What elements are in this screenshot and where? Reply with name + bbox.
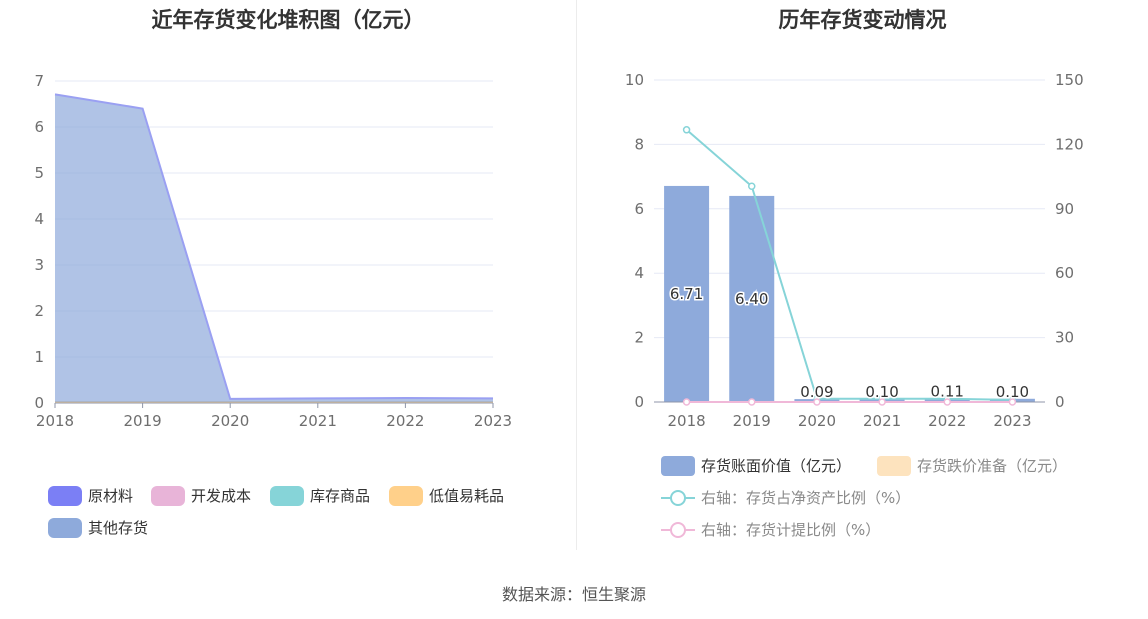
point-provision-ratio xyxy=(813,398,821,406)
bar-data-label: 6.40 xyxy=(735,290,768,308)
right-chart-title: 历年存货变动情况 xyxy=(778,8,947,32)
bar-2019 xyxy=(729,195,775,402)
y-tick-label: 2 xyxy=(634,329,644,347)
y2-tick-label: 120 xyxy=(1055,135,1084,153)
point-provision-ratio xyxy=(682,398,691,406)
y2-tick-label: 90 xyxy=(1055,200,1074,218)
legend-swatch xyxy=(48,486,82,506)
y2-tick-label: 60 xyxy=(1055,264,1074,282)
y-tick-label: 8 xyxy=(634,135,644,153)
y-tick-label: 10 xyxy=(625,71,644,89)
y-tick-label: 3 xyxy=(34,256,44,274)
legend-marker xyxy=(670,490,686,506)
legend-label: 低值易耗品 xyxy=(429,487,504,505)
bar-line-chart: 0 2 4 6 8 10 0 30 60 90 120 150 2018 2019 2020 2021 2022… xyxy=(625,71,1084,539)
y-tick-label: 2 xyxy=(34,302,44,320)
point-provision-ratio xyxy=(878,398,886,406)
x-tick-label: 2023 xyxy=(474,412,512,430)
y-tick-label: 5 xyxy=(34,164,44,182)
y-tick-label: 7 xyxy=(34,72,44,90)
data-source-note: 数据来源：恒生聚源 xyxy=(501,585,646,604)
bar-data-label: 0.10 xyxy=(865,383,898,401)
legend-label: 原材料 xyxy=(88,487,133,505)
stacked-area-chart-panel: 近年存货变化堆积图（亿元） 0 1 2 3 4 5 6 7 2018 2019 2020 2021 20… xyxy=(0,0,576,560)
y-tick-label: 6 xyxy=(34,118,44,136)
y-tick-label: 1 xyxy=(34,348,44,366)
y2-tick-label: 150 xyxy=(1055,71,1084,89)
legend-marker xyxy=(670,522,686,538)
y-tick-label: 0 xyxy=(34,394,44,412)
point-provision-ratio xyxy=(748,398,756,406)
point-provision-ratio xyxy=(1008,398,1017,406)
point-net-asset-ratio xyxy=(682,126,691,134)
legend-label: 存货跌价准备（亿元） xyxy=(917,457,1067,475)
bar-data-label: 0.11 xyxy=(931,382,964,400)
legend-swatch xyxy=(877,456,911,476)
x-tick-label: 2022 xyxy=(928,412,966,430)
bar-data-label: 6.71 xyxy=(670,285,703,303)
x-tick-label: 2020 xyxy=(798,412,836,430)
y-tick-label: 4 xyxy=(634,264,644,282)
series-line-其他存货 xyxy=(54,93,494,400)
line-net-asset-ratio xyxy=(685,129,1013,401)
bar-data-label: 0.10 xyxy=(996,383,1029,401)
legend-label: 右轴：存货占净资产比例（%） xyxy=(701,489,910,507)
stacked-area-chart: 0 1 2 3 4 5 6 7 2018 2019 2020 2021 2022 2023 原材料 开发成本 库… xyxy=(34,72,512,538)
inventory-change-chart-panel: 历年存货变动情况 0 2 4 6 8 10 0 30 60 90 120 150 2018 2019 202… xyxy=(577,0,1148,560)
legend-swatch xyxy=(661,456,695,476)
bar-2018 xyxy=(664,185,710,402)
y-tick-label: 0 xyxy=(634,393,644,411)
legend-label: 库存商品 xyxy=(310,487,370,505)
y2-tick-label: 0 xyxy=(1055,393,1065,411)
x-tick-label: 2020 xyxy=(211,412,249,430)
left-chart-title: 近年存货变化堆积图（亿元） xyxy=(151,8,425,32)
x-tick-label: 2023 xyxy=(993,412,1031,430)
x-tick-label: 2018 xyxy=(36,412,74,430)
legend-label: 存货账面价值（亿元） xyxy=(701,457,851,475)
y-tick-label: 4 xyxy=(34,210,44,228)
legend-label: 其他存货 xyxy=(88,519,148,537)
x-tick-label: 2019 xyxy=(733,412,771,430)
x-tick-label: 2021 xyxy=(863,412,901,430)
point-provision-ratio xyxy=(943,398,951,406)
legend-label: 开发成本 xyxy=(191,487,251,505)
bar-data-label: 0.09 xyxy=(800,383,833,401)
area-其他存货 xyxy=(55,94,493,403)
x-tick-label: 2022 xyxy=(386,412,424,430)
legend-swatch xyxy=(270,486,304,506)
point-net-asset-ratio xyxy=(748,182,756,191)
panel-divider xyxy=(576,0,577,550)
legend-label: 右轴：存货计提比例（%） xyxy=(701,521,880,539)
x-tick-label: 2018 xyxy=(667,412,705,430)
legend-swatch xyxy=(389,486,423,506)
y-tick-label: 6 xyxy=(634,200,644,218)
x-tick-label: 2019 xyxy=(124,412,162,430)
legend-swatch xyxy=(48,518,82,538)
legend-swatch xyxy=(151,486,185,506)
x-tick-label: 2021 xyxy=(299,412,337,430)
y2-tick-label: 30 xyxy=(1055,329,1074,347)
